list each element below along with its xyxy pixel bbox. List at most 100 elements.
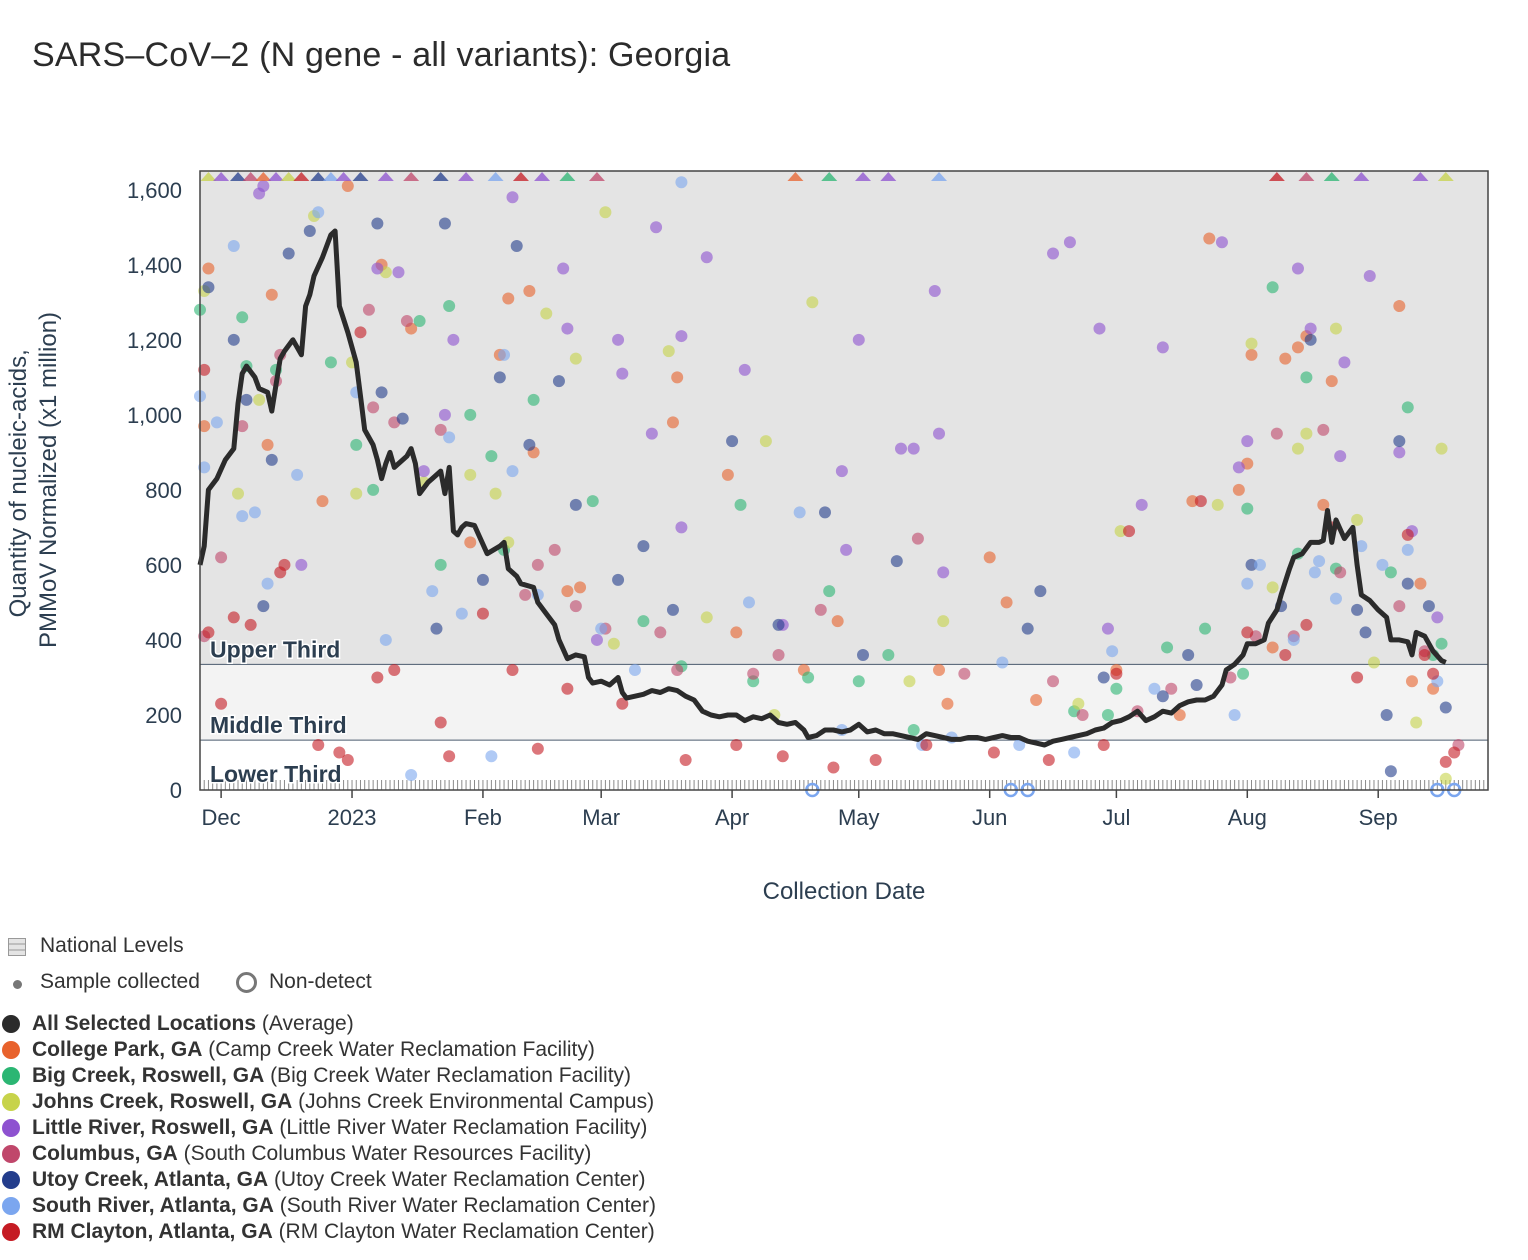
sample-point-s2 [1410,716,1423,729]
legend-entry-label: Johns Creek, Roswell, GA (Johns Creek En… [32,1090,654,1114]
sample-point-s6 [443,431,456,444]
sample-point-s0 [941,697,954,710]
sample-point-s5 [1422,600,1435,613]
legend-entry-detail: (Utoy Creek Water Reclamation Center) [268,1168,646,1191]
sample-point-s5 [257,600,270,613]
sample-point-s0 [671,371,684,384]
x-tick-label: 2023 [328,805,377,830]
sample-point-s1 [1300,371,1313,384]
legend-swatch-icon [2,1015,20,1033]
sample-point-s5 [612,573,625,586]
above-range-marker [255,172,272,181]
sample-point-s4 [236,420,249,433]
sample-point-s5 [1384,765,1397,778]
sample-point-s3 [1093,322,1106,335]
sample-point-s0 [202,262,215,275]
sample-point-s7 [1351,671,1364,684]
sample-point-s7 [506,663,519,676]
sample-point-s5 [510,240,523,253]
sample-point-s0 [523,285,536,298]
sample-point-s3 [295,558,308,571]
sample-point-s2 [937,615,950,628]
sample-point-s2 [1367,656,1380,669]
sample-point-s3 [700,251,713,264]
sample-point-s3 [933,427,946,440]
y-tick-label: 1,000 [127,403,182,428]
sample-point-s1 [586,495,599,508]
y-axis-title: Quantity of nucleic-acids, PMMoV Normali… [5,312,62,648]
sample-point-s4 [434,423,447,436]
legend-entry-label: Utoy Creek, Atlanta, GA (Utoy Creek Wate… [32,1168,645,1192]
sample-point-s0 [1414,577,1427,590]
sample-point-s3 [1135,498,1148,511]
sample-point-s6 [261,577,274,590]
sample-point-s7 [1123,525,1136,538]
sample-point-s5 [1304,333,1317,346]
sample-point-s2 [464,468,477,481]
sample-dot-icon [13,980,22,989]
sample-point-s0 [1232,483,1245,496]
sample-point-s4 [519,588,532,601]
legend-entry-label: All Selected Locations (Average) [32,1012,354,1036]
legend-entry-detail: (South Columbus Water Resources Facility… [177,1142,592,1165]
above-range-marker [230,172,247,181]
y-axis-title-line2: PMMoV Normalized (x1 million) [35,312,62,648]
legend-entry-detail: (Average) [256,1012,354,1035]
legend-entry-detail: (Little River Water Reclamation Facility… [273,1116,648,1139]
sample-point-s1 [413,315,426,328]
sample-point-s3 [1232,461,1245,474]
sample-point-s0 [1317,498,1330,511]
sample-point-s5 [726,435,739,448]
sample-point-s7 [1401,528,1414,541]
sample-point-s0 [1030,693,1043,706]
legend-swatch-icon [2,1171,20,1189]
legend-entry-location: RM Clayton, Atlanta, GA [32,1220,273,1243]
sample-point-s3 [447,333,460,346]
sample-point-s5 [240,393,253,406]
sample-point-s7 [1097,738,1110,751]
sample-point-s7 [215,697,228,710]
sample-point-s1 [1384,566,1397,579]
sample-point-s2 [1300,427,1313,440]
x-axis-title: Collection Date [763,878,926,905]
sample-point-s4 [400,315,413,328]
sample-point-s5 [569,498,582,511]
sample-point-s1 [236,311,249,324]
legend-swatch-icon [2,1145,20,1163]
x-tick-label: Jun [972,805,1007,830]
sample-point-s0 [1173,708,1186,721]
sample-point-s4 [814,603,827,616]
sample-point-s3 [852,333,865,346]
level-bands [200,171,1488,790]
sample-point-s3 [1241,435,1254,448]
sample-point-s2 [569,352,582,365]
sample-point-s3 [1338,356,1351,369]
national-levels-icon [8,938,26,956]
sample-point-s4 [1334,566,1347,579]
sample-point-s2 [253,393,266,406]
sample-point-s6 [405,768,418,781]
sample-point-s3 [650,221,663,234]
band-labels: Upper Third Middle Third Lower Third [209,635,349,789]
x-tick-label: May [838,805,880,830]
sample-point-s2 [489,487,502,500]
legend-non-detect-label: Non-detect [269,970,372,993]
above-range-marker [880,172,897,181]
sample-point-s6 [210,416,223,429]
sample-point-s0 [1186,495,1199,508]
above-range-marker [432,172,449,181]
sample-point-s6 [248,506,261,519]
sample-point-s2 [1245,337,1258,350]
legend-swatch-icon [2,1197,20,1215]
sample-point-s2 [599,206,612,219]
x-tick-label: Mar [582,805,620,830]
sample-point-s7 [443,750,456,763]
sample-point-s6 [236,510,249,523]
above-range-marker [855,172,872,181]
above-range-marker [310,172,327,181]
sample-point-s0 [933,663,946,676]
sample-point-s3 [1363,270,1376,283]
legend-entry-detail: (Camp Creek Water Reclamation Facility) [202,1038,595,1061]
sample-point-s6 [227,240,240,253]
sample-point-s5 [227,333,240,346]
